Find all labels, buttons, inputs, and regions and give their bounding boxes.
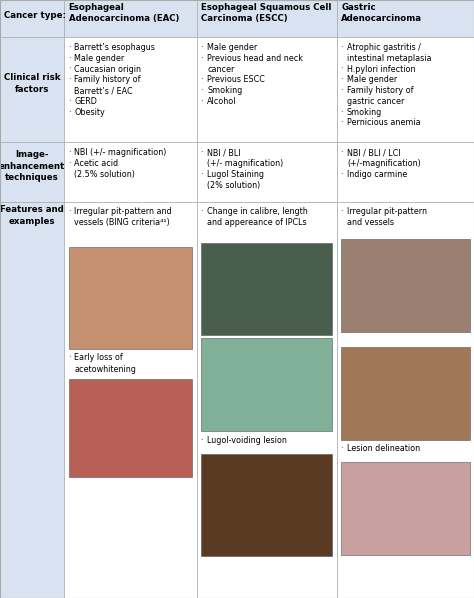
Text: Gastric
Adenocarcinoma: Gastric Adenocarcinoma [341, 3, 422, 23]
Text: ·: · [201, 54, 203, 63]
Text: Previous head and neck
cancer: Previous head and neck cancer [207, 54, 303, 74]
Bar [337, 142, 474, 202]
Text: ·: · [201, 436, 203, 445]
Text: ·: · [340, 86, 343, 95]
Text: ·: · [340, 148, 343, 157]
Text: Family history of
gastric cancer: Family history of gastric cancer [347, 86, 413, 106]
Text: Lesion delineation: Lesion delineation [347, 444, 420, 453]
Text: NBI (+/- magnification): NBI (+/- magnification) [74, 148, 167, 157]
Text: ·: · [68, 108, 70, 117]
Bar [337, 37, 474, 142]
Text: ·: · [68, 65, 70, 74]
Text: Irregular pit-pattern and
vessels (BING criteria⁴¹): Irregular pit-pattern and vessels (BING … [74, 207, 172, 227]
Bar [341, 462, 470, 555]
Text: ·: · [340, 170, 343, 179]
Bar [197, 37, 337, 142]
Text: Smoking: Smoking [207, 86, 242, 95]
Text: NBI / BLI / LCI
(+/-magnification): NBI / BLI / LCI (+/-magnification) [347, 148, 421, 169]
Text: Atrophic gastritis /
intestinal metaplasia: Atrophic gastritis / intestinal metaplas… [347, 43, 431, 63]
Text: ·: · [340, 207, 343, 216]
Text: Smoking: Smoking [347, 108, 382, 117]
Text: Esophageal Squamous Cell
Carcinoma (ESCC): Esophageal Squamous Cell Carcinoma (ESCC… [201, 3, 332, 23]
Text: ·: · [340, 444, 343, 453]
Text: Acetic acid
(2.5% solution): Acetic acid (2.5% solution) [74, 159, 135, 179]
Text: GERD: GERD [74, 97, 97, 106]
Bar [197, 0, 337, 37]
Text: ·: · [340, 108, 343, 117]
Text: Indigo carmine: Indigo carmine [347, 170, 407, 179]
Bar [69, 247, 192, 349]
Text: ·: · [68, 159, 70, 168]
Text: ·: · [201, 97, 203, 106]
Text: Change in calibre, length
and appereance of IPCLs: Change in calibre, length and appereance… [207, 207, 308, 227]
Bar [64, 0, 197, 37]
Text: ·: · [340, 43, 343, 52]
Text: ·: · [68, 54, 70, 63]
Text: ·: · [340, 75, 343, 84]
Text: Previous ESCC: Previous ESCC [207, 75, 265, 84]
Text: NBI / BLI
(+/- magnification): NBI / BLI (+/- magnification) [207, 148, 283, 169]
Text: Irregular pit-pattern
and vessels: Irregular pit-pattern and vessels [347, 207, 427, 227]
Text: ·: · [201, 75, 203, 84]
Text: ·: · [201, 86, 203, 95]
Text: Male gender: Male gender [207, 43, 257, 52]
Bar [197, 202, 337, 598]
Bar [0, 37, 64, 142]
Text: Cancer type:: Cancer type: [4, 11, 66, 20]
Text: ·: · [340, 118, 343, 127]
Text: Obesity: Obesity [74, 108, 105, 117]
Text: Family history of
Barrett’s / EAC: Family history of Barrett’s / EAC [74, 75, 141, 96]
Bar [201, 454, 332, 556]
Text: ·: · [68, 43, 70, 52]
Bar [341, 347, 470, 440]
Text: Clinical risk
factors: Clinical risk factors [4, 74, 60, 94]
Bar [64, 202, 197, 598]
Text: Image-
enhancement
techniques: Image- enhancement techniques [0, 150, 65, 182]
Text: Male gender: Male gender [74, 54, 125, 63]
Text: ·: · [201, 207, 203, 216]
Text: ·: · [340, 65, 343, 74]
Bar [341, 239, 470, 332]
Text: ·: · [201, 170, 203, 179]
Text: Early loss of
acetowhitening: Early loss of acetowhitening [74, 353, 137, 374]
Bar [197, 142, 337, 202]
Text: ·: · [68, 75, 70, 84]
Text: Alcohol: Alcohol [207, 97, 237, 106]
Bar [64, 37, 197, 142]
Bar [337, 0, 474, 37]
Bar [0, 142, 64, 202]
Text: Barrett’s esophagus: Barrett’s esophagus [74, 43, 155, 52]
Text: Lugol-voiding lesion: Lugol-voiding lesion [207, 436, 287, 445]
Text: ·: · [68, 97, 70, 106]
Text: H.pylori infection: H.pylori infection [347, 65, 416, 74]
Text: ·: · [68, 353, 70, 362]
Bar [0, 202, 64, 598]
Bar [0, 0, 64, 37]
Text: ·: · [68, 148, 70, 157]
Bar [64, 142, 197, 202]
Text: Caucasian origin: Caucasian origin [74, 65, 141, 74]
Text: Pernicious anemia: Pernicious anemia [347, 118, 420, 127]
Bar [201, 338, 332, 431]
Text: ·: · [201, 148, 203, 157]
Text: Esophageal
Adenocarcinoma (EAC): Esophageal Adenocarcinoma (EAC) [69, 3, 179, 23]
Text: Male gender: Male gender [347, 75, 397, 84]
Text: ·: · [68, 207, 70, 216]
Bar [337, 202, 474, 598]
Bar [69, 379, 192, 477]
Text: Lugol Staining
(2% solution): Lugol Staining (2% solution) [207, 170, 264, 190]
Text: Features and
examples: Features and examples [0, 205, 64, 225]
Bar [201, 243, 332, 335]
Text: ·: · [201, 43, 203, 52]
